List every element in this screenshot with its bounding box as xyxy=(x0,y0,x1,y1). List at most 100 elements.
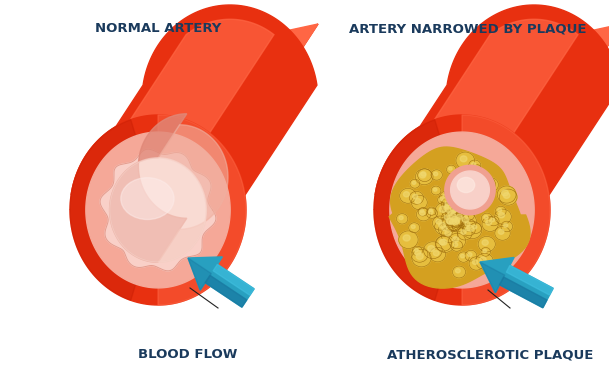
Ellipse shape xyxy=(470,223,482,233)
Ellipse shape xyxy=(416,253,423,259)
Ellipse shape xyxy=(449,208,459,217)
Ellipse shape xyxy=(451,206,457,212)
Polygon shape xyxy=(375,5,609,195)
Ellipse shape xyxy=(495,206,506,216)
Polygon shape xyxy=(374,71,543,210)
Ellipse shape xyxy=(449,188,456,193)
Ellipse shape xyxy=(443,194,448,199)
Ellipse shape xyxy=(467,225,474,231)
Ellipse shape xyxy=(462,224,475,236)
Polygon shape xyxy=(390,132,534,288)
Ellipse shape xyxy=(429,211,433,214)
Ellipse shape xyxy=(471,162,476,167)
Ellipse shape xyxy=(482,177,498,192)
Ellipse shape xyxy=(482,217,498,232)
Ellipse shape xyxy=(435,236,452,251)
Ellipse shape xyxy=(442,226,447,231)
Ellipse shape xyxy=(455,220,459,223)
Ellipse shape xyxy=(462,217,469,223)
Ellipse shape xyxy=(449,213,456,219)
Text: ATHEROSCLEROTIC PLAQUE: ATHEROSCLEROTIC PLAQUE xyxy=(387,348,593,361)
Ellipse shape xyxy=(445,205,448,208)
Ellipse shape xyxy=(457,177,474,193)
Ellipse shape xyxy=(445,209,464,227)
Ellipse shape xyxy=(403,235,410,241)
Ellipse shape xyxy=(121,178,174,220)
Ellipse shape xyxy=(440,191,454,204)
Ellipse shape xyxy=(475,179,481,184)
Ellipse shape xyxy=(462,192,473,202)
Ellipse shape xyxy=(456,152,474,169)
Ellipse shape xyxy=(411,195,428,210)
Ellipse shape xyxy=(497,186,516,203)
Polygon shape xyxy=(158,115,246,305)
Ellipse shape xyxy=(461,230,466,234)
Ellipse shape xyxy=(501,190,509,196)
Polygon shape xyxy=(374,120,462,300)
Ellipse shape xyxy=(452,219,459,225)
Ellipse shape xyxy=(438,223,453,237)
Ellipse shape xyxy=(446,165,456,174)
Ellipse shape xyxy=(430,247,446,262)
Ellipse shape xyxy=(483,190,488,193)
Ellipse shape xyxy=(437,196,447,204)
Ellipse shape xyxy=(435,218,452,235)
Polygon shape xyxy=(480,262,505,293)
Polygon shape xyxy=(462,115,550,305)
Ellipse shape xyxy=(446,202,466,220)
Ellipse shape xyxy=(482,240,488,245)
Polygon shape xyxy=(71,5,317,195)
Ellipse shape xyxy=(442,214,460,231)
Ellipse shape xyxy=(486,181,492,186)
Ellipse shape xyxy=(452,217,464,228)
Polygon shape xyxy=(158,125,228,262)
Ellipse shape xyxy=(466,196,470,199)
Ellipse shape xyxy=(434,188,437,191)
Ellipse shape xyxy=(443,203,452,211)
Ellipse shape xyxy=(435,202,454,220)
Polygon shape xyxy=(110,158,206,262)
Ellipse shape xyxy=(471,176,487,190)
Ellipse shape xyxy=(481,213,493,223)
Ellipse shape xyxy=(481,247,490,256)
Ellipse shape xyxy=(481,186,487,192)
Ellipse shape xyxy=(448,215,466,232)
Ellipse shape xyxy=(415,199,421,203)
Ellipse shape xyxy=(449,167,452,170)
Ellipse shape xyxy=(456,269,460,273)
Text: BLOOD FLOW: BLOOD FLOW xyxy=(138,348,238,361)
Ellipse shape xyxy=(481,187,493,198)
Polygon shape xyxy=(389,147,530,288)
Ellipse shape xyxy=(443,203,453,213)
Ellipse shape xyxy=(452,215,465,226)
Ellipse shape xyxy=(415,249,418,252)
Ellipse shape xyxy=(483,180,489,185)
Ellipse shape xyxy=(445,208,451,212)
Ellipse shape xyxy=(418,208,428,216)
Text: NORMAL ARTERY: NORMAL ARTERY xyxy=(95,22,221,35)
Ellipse shape xyxy=(446,185,462,199)
Ellipse shape xyxy=(439,240,445,245)
Ellipse shape xyxy=(445,230,451,236)
Ellipse shape xyxy=(445,201,451,206)
Polygon shape xyxy=(188,257,254,307)
Ellipse shape xyxy=(473,225,477,229)
Ellipse shape xyxy=(434,172,438,176)
Ellipse shape xyxy=(469,257,484,270)
Ellipse shape xyxy=(421,172,426,176)
Ellipse shape xyxy=(495,209,512,224)
Ellipse shape xyxy=(468,160,481,171)
Ellipse shape xyxy=(447,218,454,224)
Ellipse shape xyxy=(491,218,495,222)
Ellipse shape xyxy=(431,170,442,180)
Ellipse shape xyxy=(498,229,504,234)
Polygon shape xyxy=(167,24,318,182)
Ellipse shape xyxy=(461,199,465,203)
Polygon shape xyxy=(506,265,553,295)
Ellipse shape xyxy=(480,257,486,262)
Ellipse shape xyxy=(462,219,476,231)
Ellipse shape xyxy=(467,203,471,207)
Ellipse shape xyxy=(450,219,456,224)
Ellipse shape xyxy=(445,187,457,198)
Ellipse shape xyxy=(441,212,455,225)
